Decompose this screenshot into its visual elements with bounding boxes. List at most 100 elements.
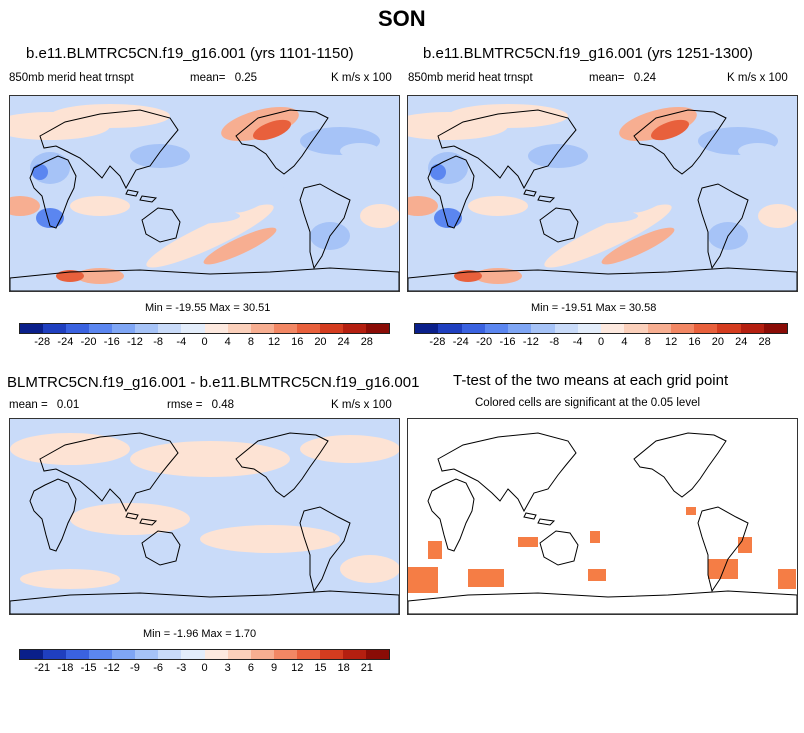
colorbar-swatch bbox=[670, 324, 694, 333]
significant-cell bbox=[408, 567, 438, 593]
panel-subtitle-bottom-right: Colored cells are significant at the 0.0… bbox=[475, 397, 701, 409]
colorbar-swatch bbox=[112, 324, 136, 333]
contour-patch bbox=[146, 204, 274, 268]
colorbar-top-right bbox=[414, 323, 788, 334]
colorbar-swatch bbox=[135, 324, 159, 333]
units-label-top-left: K m/s x 100 bbox=[331, 72, 392, 84]
colorbar-tick-label: -9 bbox=[130, 662, 140, 674]
colorbar-bottom-left bbox=[19, 649, 390, 660]
colorbar-tick-label: 0 bbox=[597, 336, 605, 348]
contour-patch bbox=[203, 227, 277, 265]
colorbar-swatch bbox=[740, 324, 764, 333]
colorbar-swatch bbox=[365, 324, 389, 333]
significant-cell bbox=[708, 559, 738, 579]
contour-patch bbox=[300, 435, 399, 463]
contour-patch bbox=[50, 104, 170, 128]
contour-patch bbox=[651, 119, 689, 141]
colorbar-swatch bbox=[158, 324, 182, 333]
colorbar-swatch bbox=[20, 324, 44, 333]
colorbar-swatch bbox=[66, 324, 90, 333]
variable-label-top-right: 850mb merid heat trnspt bbox=[408, 72, 533, 84]
coastline bbox=[539, 530, 579, 566]
colorbar-swatch bbox=[181, 324, 205, 333]
mean-label-top-left: mean= 0.25 bbox=[190, 72, 257, 84]
contour-patch bbox=[408, 196, 438, 216]
colorbar-swatch bbox=[577, 324, 601, 333]
colorbar-tick-label: 12 bbox=[267, 336, 281, 348]
contour-patch bbox=[360, 204, 399, 228]
contour-patch bbox=[253, 119, 291, 141]
coastline bbox=[539, 207, 579, 243]
colorbar-tick-label: -28 bbox=[34, 336, 51, 348]
colorbar-tick-label: 21 bbox=[360, 662, 373, 674]
coastline bbox=[633, 432, 727, 498]
colorbar-tick-label: 8 bbox=[644, 336, 651, 348]
contour-patch bbox=[70, 503, 190, 535]
contour-patch bbox=[340, 555, 399, 583]
contour-map bbox=[10, 96, 399, 291]
coastline bbox=[235, 109, 329, 175]
colorbar-swatch bbox=[531, 324, 555, 333]
colorbar-swatch bbox=[484, 324, 508, 333]
figure-title: SON bbox=[378, 6, 426, 31]
colorbar-swatch bbox=[342, 324, 366, 333]
minmax-top-left: Min = -19.55 Max = 30.51 bbox=[145, 302, 271, 314]
contour-patch bbox=[130, 144, 190, 168]
contour-patch bbox=[434, 208, 462, 228]
colorbar-swatch bbox=[227, 324, 251, 333]
mean-value: 0.24 bbox=[633, 72, 657, 84]
colorbar-ticks-top-right: -28 -24 -20 -16 -12 -8 -4 0 4 8 12 16 20 24 28 bbox=[414, 336, 788, 350]
colorbar-tick-label: -12 bbox=[103, 662, 120, 674]
units-label-bottom-left: K m/s x 100 bbox=[331, 399, 392, 411]
coastline bbox=[39, 109, 179, 190]
contour-patch bbox=[631, 179, 685, 213]
colorbar-tick-label: -15 bbox=[80, 662, 97, 674]
colorbar-tick-label: -12 bbox=[522, 336, 539, 348]
contour-patch bbox=[130, 441, 290, 477]
colorbar-swatch bbox=[647, 324, 671, 333]
coastline bbox=[125, 189, 158, 203]
significant-cell bbox=[428, 541, 442, 559]
panel-title-top-left: b.e11.BLMTRC5CN.f19_g16.001 (yrs 1101-11… bbox=[26, 45, 354, 62]
mean-label-top-right: mean= 0.24 bbox=[589, 72, 656, 84]
coastline bbox=[299, 183, 351, 270]
colorbar-tick-label: -6 bbox=[153, 662, 164, 674]
map-top-right bbox=[407, 95, 798, 292]
colorbar-tick-label: -24 bbox=[57, 336, 74, 348]
colorbar-tick-label: -20 bbox=[80, 336, 97, 348]
coastline bbox=[408, 267, 797, 291]
panel-title-bottom-right: T-test of the two means at each grid poi… bbox=[453, 372, 729, 389]
colorbar-tick-label: -4 bbox=[572, 336, 583, 348]
coastline bbox=[299, 506, 351, 593]
contour-patch bbox=[601, 227, 675, 265]
coastline bbox=[141, 530, 181, 566]
contour-patch bbox=[233, 179, 287, 213]
colorbar-swatch bbox=[204, 650, 228, 659]
rmse-value: 0.48 bbox=[211, 399, 235, 411]
colorbar-tick-label: -28 bbox=[429, 336, 446, 348]
variable-label-top-left: 850mb merid heat trnspt bbox=[9, 72, 134, 84]
map-bottom-right bbox=[407, 418, 798, 615]
units-label-top-right: K m/s x 100 bbox=[727, 72, 788, 84]
coastline bbox=[408, 590, 797, 614]
map-background bbox=[408, 419, 797, 614]
significant-cell bbox=[778, 569, 796, 589]
contour-patch bbox=[758, 204, 797, 228]
panel-title-top-right: b.e11.BLMTRC5CN.f19_g16.001 (yrs 1251-13… bbox=[423, 45, 753, 62]
colorbar-swatch bbox=[319, 650, 343, 659]
colorbar-tick-label: 6 bbox=[247, 662, 254, 674]
colorbar-swatch bbox=[296, 650, 320, 659]
colorbar-tick-label: 3 bbox=[224, 662, 231, 674]
contour-patch bbox=[448, 104, 568, 128]
colorbar-swatch bbox=[601, 324, 625, 333]
contour-map bbox=[408, 96, 797, 291]
mean-label: mean= bbox=[589, 72, 625, 84]
colorbar-swatch bbox=[273, 650, 297, 659]
colorbar-tick-label: 9 bbox=[271, 662, 278, 674]
contour-patch bbox=[474, 268, 522, 284]
colorbar-tick-label: 12 bbox=[665, 336, 678, 348]
coastline bbox=[437, 109, 577, 190]
colorbar-tick-label: 28 bbox=[360, 336, 373, 348]
colorbar-tick-label: 18 bbox=[337, 662, 350, 674]
colorbar-swatch bbox=[694, 324, 718, 333]
